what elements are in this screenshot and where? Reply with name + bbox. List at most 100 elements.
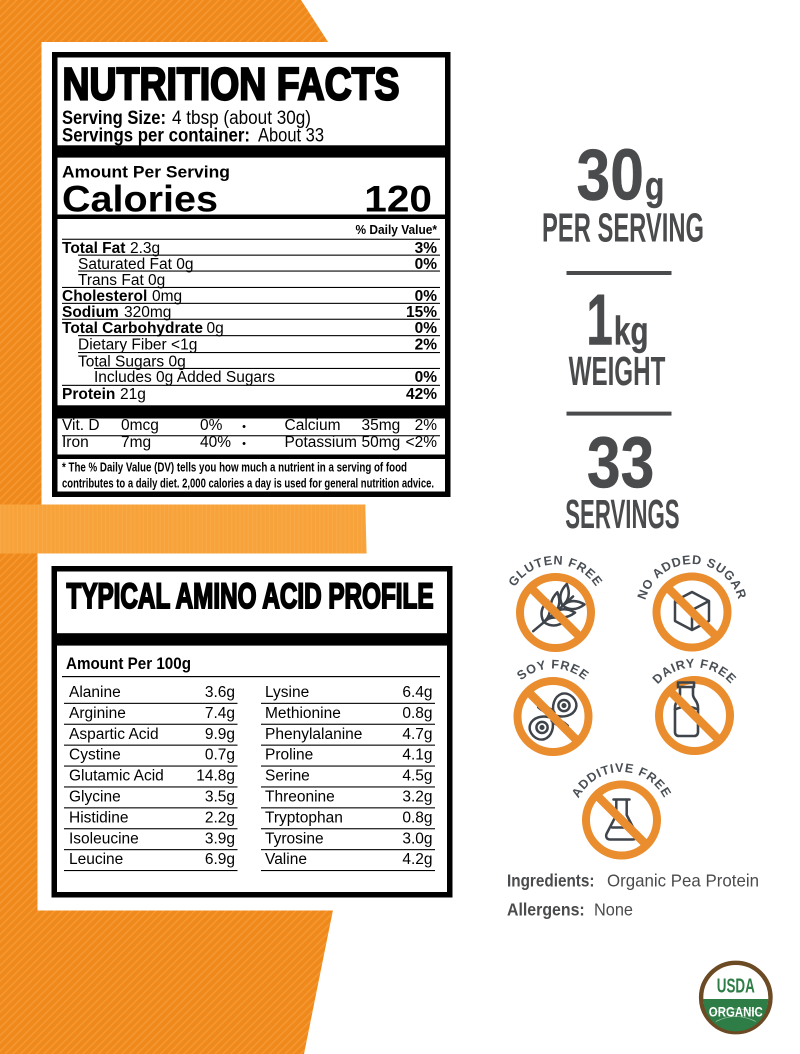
svg-text:About 33: About 33: [258, 126, 324, 147]
svg-text:Glycine: Glycine: [69, 789, 121, 806]
svg-text:TYPICAL AMINO ACID PROFILE: TYPICAL AMINO ACID PROFILE: [67, 577, 434, 616]
svg-text:0.8g: 0.8g: [402, 705, 432, 722]
svg-text:•: •: [242, 421, 246, 433]
svg-text:Arginine: Arginine: [69, 705, 126, 722]
svg-text:Trans Fat 0g: Trans Fat 0g: [78, 272, 165, 289]
svg-text:4 tbsp (about 30g): 4 tbsp (about 30g): [172, 108, 311, 129]
svg-text:USDA: USDA: [717, 976, 755, 998]
svg-text:Cystine: Cystine: [69, 747, 121, 764]
svg-text:Glutamic Acid: Glutamic Acid: [69, 768, 164, 785]
svg-text:Saturated Fat 0g: Saturated Fat 0g: [78, 256, 193, 273]
svg-text:Methionine: Methionine: [265, 705, 341, 722]
svg-text:40%: 40%: [200, 434, 231, 451]
svg-text:Allergens:: Allergens:: [507, 900, 585, 920]
svg-text:2%: 2%: [415, 336, 438, 353]
svg-text:Lysine: Lysine: [265, 684, 309, 701]
svg-text:Total Fat: Total Fat: [62, 240, 125, 257]
svg-text:3.9g: 3.9g: [205, 830, 235, 847]
svg-text:Leucine: Leucine: [69, 851, 123, 868]
svg-text:Calcium: Calcium: [285, 417, 341, 434]
svg-text:Servings per container:: Servings per container:: [62, 126, 250, 147]
svg-text:Total Carbohydrate: Total Carbohydrate: [62, 320, 203, 337]
svg-text:ORGANIC: ORGANIC: [709, 1005, 763, 1020]
svg-text:2.3g: 2.3g: [130, 240, 160, 257]
svg-text:None: None: [594, 900, 633, 920]
svg-text:1: 1: [586, 279, 613, 360]
svg-text:21g: 21g: [120, 386, 146, 403]
svg-text:3.6g: 3.6g: [205, 684, 235, 701]
svg-text:Potassium: Potassium: [285, 434, 357, 451]
svg-text:7.4g: 7.4g: [205, 705, 235, 722]
svg-text:Alanine: Alanine: [69, 684, 121, 701]
svg-text:WEIGHT: WEIGHT: [569, 348, 666, 394]
svg-text:9.9g: 9.9g: [205, 726, 235, 743]
svg-text:contributes to a daily diet. 2: contributes to a daily diet. 2,000 calor…: [62, 475, 434, 490]
svg-text:* The % Daily Value (DV) tells: * The % Daily Value (DV) tells you how m…: [62, 460, 407, 475]
svg-text:Organic Pea Protein: Organic Pea Protein: [607, 871, 759, 891]
svg-text:42%: 42%: [406, 386, 437, 403]
svg-text:14.8g: 14.8g: [196, 768, 235, 785]
svg-text:Amount Per 100g: Amount Per 100g: [66, 654, 191, 673]
svg-text:Isoleucine: Isoleucine: [69, 830, 139, 847]
svg-text:Sodium: Sodium: [62, 304, 119, 321]
svg-text:Iron: Iron: [62, 434, 89, 451]
svg-text:0%: 0%: [200, 417, 223, 434]
svg-text:0g: 0g: [207, 320, 224, 337]
svg-text:0%: 0%: [415, 256, 438, 273]
svg-text:Cholesterol: Cholesterol: [62, 288, 147, 305]
svg-text:6.9g: 6.9g: [205, 851, 235, 868]
svg-text:<2%: <2%: [406, 434, 438, 451]
svg-text:Histidine: Histidine: [69, 809, 128, 826]
svg-text:Vit. D: Vit. D: [62, 417, 100, 434]
svg-text:3.5g: 3.5g: [205, 789, 235, 806]
svg-text:4.2g: 4.2g: [402, 851, 432, 868]
svg-text:0%: 0%: [415, 288, 438, 305]
svg-text:0mg: 0mg: [152, 288, 182, 305]
svg-text:Threonine: Threonine: [265, 789, 335, 806]
svg-text:Ingredients:: Ingredients:: [507, 871, 595, 891]
svg-text:50mg: 50mg: [362, 434, 401, 451]
svg-text:SERVINGS: SERVINGS: [565, 491, 679, 537]
svg-text:Tryptophan: Tryptophan: [265, 809, 343, 826]
svg-text:0mcg: 0mcg: [121, 417, 159, 434]
svg-text:0.8g: 0.8g: [402, 809, 432, 826]
svg-text:Phenylalanine: Phenylalanine: [265, 726, 362, 743]
svg-text:3.2g: 3.2g: [402, 789, 432, 806]
svg-text:2.2g: 2.2g: [205, 809, 235, 826]
svg-text:15%: 15%: [406, 304, 437, 321]
svg-text:320mg: 320mg: [124, 304, 171, 321]
svg-text:120: 120: [364, 179, 432, 220]
svg-text:Dietary Fiber <1g: Dietary Fiber <1g: [78, 336, 197, 353]
svg-text:4.7g: 4.7g: [402, 726, 432, 743]
svg-text:Calories: Calories: [62, 178, 218, 220]
svg-text:Serving Size:: Serving Size:: [62, 108, 166, 129]
svg-text:3%: 3%: [415, 240, 438, 257]
svg-text:Aspartic Acid: Aspartic Acid: [69, 726, 159, 743]
svg-text:4.5g: 4.5g: [402, 768, 432, 785]
svg-text:7mg: 7mg: [121, 434, 151, 451]
svg-text:2%: 2%: [415, 417, 438, 434]
svg-text:3.0g: 3.0g: [402, 830, 432, 847]
svg-text:Protein: Protein: [62, 386, 115, 403]
svg-text:0%: 0%: [415, 369, 438, 386]
svg-text:0.7g: 0.7g: [205, 747, 235, 764]
svg-text:Amount Per Serving: Amount Per Serving: [62, 164, 230, 182]
svg-text:33: 33: [587, 422, 654, 503]
svg-text:6.4g: 6.4g: [402, 684, 432, 701]
svg-text:% Daily Value*: % Daily Value*: [356, 223, 438, 237]
svg-text:PER SERVING: PER SERVING: [542, 204, 704, 250]
svg-text:35mg: 35mg: [362, 417, 401, 434]
svg-text:kg: kg: [614, 309, 649, 353]
svg-text:Proline: Proline: [265, 747, 313, 764]
svg-text:NUTRITION FACTS: NUTRITION FACTS: [63, 59, 400, 110]
svg-text:4.1g: 4.1g: [402, 747, 432, 764]
svg-text:•: •: [242, 438, 246, 450]
svg-text:0%: 0%: [415, 320, 438, 337]
svg-text:Serine: Serine: [265, 768, 310, 785]
svg-text:Includes 0g Added Sugars: Includes 0g Added Sugars: [94, 369, 275, 386]
svg-text:g: g: [645, 164, 665, 208]
svg-text:Valine: Valine: [265, 851, 307, 868]
svg-text:Total Sugars 0g: Total Sugars 0g: [78, 353, 186, 370]
svg-text:Tyrosine: Tyrosine: [265, 830, 324, 847]
svg-text:30: 30: [577, 134, 644, 215]
